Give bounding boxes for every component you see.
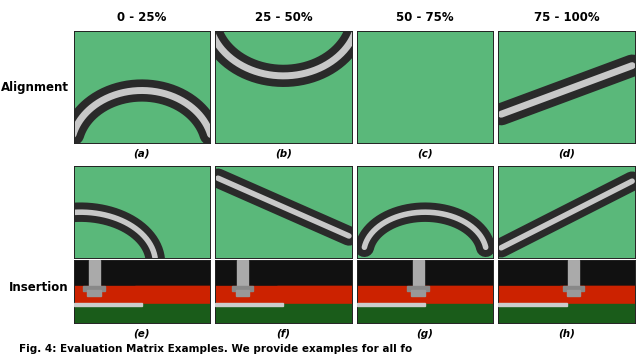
Bar: [135, 286, 210, 299]
Text: (f): (f): [276, 329, 291, 339]
Bar: [236, 290, 250, 296]
Bar: [412, 290, 425, 296]
Text: Fig. 4: Evaluation Matrix Examples. We provide examples for all fo: Fig. 4: Evaluation Matrix Examples. We p…: [19, 344, 412, 354]
Bar: [563, 286, 584, 291]
Bar: [88, 260, 100, 288]
Text: 50 - 75%: 50 - 75%: [396, 11, 454, 24]
Bar: [499, 260, 635, 294]
Bar: [357, 304, 493, 323]
Text: 75 - 100%: 75 - 100%: [534, 11, 600, 24]
Bar: [215, 304, 352, 323]
Bar: [357, 303, 425, 306]
Bar: [215, 286, 352, 305]
Bar: [499, 304, 635, 323]
Text: (e): (e): [134, 329, 150, 339]
Bar: [499, 303, 566, 306]
Bar: [74, 286, 210, 305]
Bar: [74, 260, 210, 294]
Bar: [215, 260, 352, 294]
Bar: [357, 286, 493, 305]
Bar: [276, 286, 352, 299]
Bar: [499, 286, 635, 305]
Bar: [357, 260, 493, 294]
Text: (g): (g): [417, 329, 433, 339]
Bar: [407, 286, 429, 291]
Text: Insertion: Insertion: [9, 281, 68, 294]
Text: 25 - 50%: 25 - 50%: [255, 11, 312, 24]
Text: 0 - 25%: 0 - 25%: [117, 11, 166, 24]
Text: (h): (h): [558, 329, 575, 339]
Text: Alignment: Alignment: [1, 81, 68, 94]
Bar: [74, 303, 142, 306]
Bar: [87, 290, 101, 296]
Bar: [418, 286, 493, 299]
Bar: [83, 286, 105, 291]
Bar: [568, 260, 579, 288]
Bar: [74, 304, 210, 323]
Bar: [560, 286, 635, 299]
Text: (c): (c): [417, 148, 433, 159]
Bar: [215, 303, 284, 306]
Bar: [237, 260, 248, 288]
Text: (a): (a): [134, 148, 150, 159]
Bar: [566, 290, 580, 296]
Text: (d): (d): [558, 148, 575, 159]
Text: (b): (b): [275, 148, 292, 159]
Bar: [232, 286, 253, 291]
Bar: [413, 260, 424, 288]
